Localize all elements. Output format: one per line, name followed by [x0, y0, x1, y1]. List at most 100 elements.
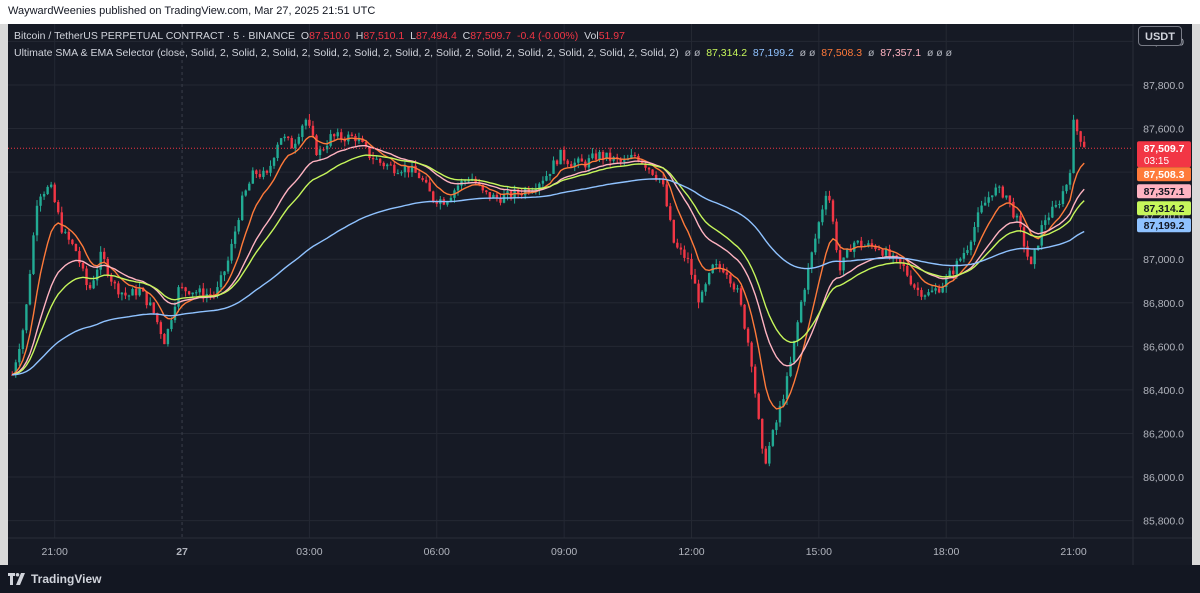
chart-panel[interactable]: 85,800.0 86,000.0 86,200.0 86,400.0 86,600.0…	[8, 24, 1192, 565]
last-price-label-bg	[1137, 141, 1191, 168]
candle-body	[962, 253, 966, 259]
open-value: 87,510.0	[309, 30, 350, 42]
candle-body	[279, 138, 283, 145]
candle-body	[969, 241, 973, 251]
candle-body	[481, 185, 484, 191]
candle-body	[223, 271, 226, 276]
candle-body	[803, 289, 806, 302]
candle-body	[18, 348, 21, 363]
candle-body	[1065, 184, 1068, 192]
candle-body	[884, 249, 888, 256]
time-scale[interactable]: 21:00 27 03:00 06:00 09:00 12:00 15:00 18:00 21:…	[8, 537, 1192, 558]
candle-body	[881, 249, 884, 256]
publish-header: WaywardWeenies published on TradingView.…	[0, 0, 1200, 24]
ma-price-label: 87,508.3	[1144, 169, 1185, 181]
candle-body	[456, 185, 460, 191]
candle-body	[598, 151, 601, 160]
candle-body	[916, 287, 920, 291]
candle-body	[28, 273, 32, 305]
candle-body	[99, 251, 102, 270]
candle-body	[177, 287, 180, 307]
candle-body	[156, 313, 159, 323]
candle-body	[870, 243, 874, 246]
price-chart[interactable]: 85,800.0 86,000.0 86,200.0 86,400.0 86,600.0…	[8, 24, 1192, 565]
candle-body	[874, 245, 877, 250]
candle-body	[867, 243, 870, 247]
candle-body	[435, 201, 438, 204]
candle-body	[329, 134, 332, 146]
candle-body	[308, 119, 311, 126]
candle-body	[173, 306, 177, 321]
ma-price-label-bg	[1137, 218, 1191, 233]
candle-body	[707, 273, 711, 285]
candle-body	[690, 258, 693, 275]
candle-body	[57, 202, 60, 213]
candle-body	[718, 264, 721, 269]
candle-body	[566, 160, 569, 165]
candle-body	[357, 138, 361, 142]
candle-body	[778, 405, 782, 423]
candle-body	[959, 258, 962, 261]
candle-body	[428, 182, 431, 192]
candle-body	[1061, 191, 1065, 205]
candle-body	[545, 176, 548, 181]
candle-body	[644, 163, 647, 168]
candle-body	[180, 287, 184, 289]
candle-body	[570, 164, 573, 167]
candle-body	[817, 222, 821, 239]
symbol-legend-row: Bitcoin / TetherUS PERPETUAL CONTRACT · …	[14, 28, 952, 45]
candle-body	[301, 125, 304, 137]
candle-body	[693, 274, 697, 284]
candle-body	[216, 287, 219, 295]
candle-body	[407, 165, 410, 173]
candle-body	[25, 304, 28, 331]
indicator-name[interactable]: Ultimate SMA & EMA Selector (close, Soli…	[14, 47, 679, 59]
candle-body	[322, 149, 325, 151]
candle-body	[1026, 246, 1029, 257]
candle-body	[1044, 220, 1047, 226]
candle-body	[952, 270, 955, 275]
candle-body	[71, 239, 74, 245]
candle-body	[725, 272, 729, 275]
candle-body	[927, 292, 930, 296]
candle-body	[810, 252, 813, 268]
candle-body	[124, 292, 127, 296]
candle-body	[821, 209, 824, 223]
indicator-value-pink: 87,357.1	[880, 47, 922, 59]
price-tick-label: 86,800.0	[1143, 298, 1184, 310]
candle-body	[700, 291, 704, 303]
candle-body	[732, 283, 736, 290]
symbol-name[interactable]: Bitcoin / TetherUS PERPETUAL CONTRACT · …	[14, 30, 296, 42]
candle-body	[672, 219, 676, 243]
volume-label: Vol	[584, 30, 599, 42]
candle-body	[265, 170, 269, 173]
candle-body	[930, 290, 934, 293]
tradingview-logo-text: TradingView	[31, 572, 102, 586]
candle-body	[400, 172, 403, 174]
candle-body	[198, 288, 201, 293]
candle-body	[828, 195, 831, 201]
candle-body	[573, 162, 576, 167]
candle-body	[877, 249, 881, 251]
indicator-value-blue: 87,199.2	[752, 47, 794, 59]
candle-body	[290, 137, 293, 149]
indicator-legend-row: Ultimate SMA & EMA Selector (close, Soli…	[14, 45, 952, 62]
open-label: O	[300, 30, 310, 42]
candle-body	[138, 287, 141, 296]
candle-body	[849, 249, 852, 252]
currency-button[interactable]: USDT	[1138, 26, 1182, 46]
tradingview-logo[interactable]: TradingView	[8, 572, 101, 586]
candle-body	[1012, 201, 1015, 218]
candle-body	[775, 422, 778, 431]
candle-body	[92, 280, 95, 289]
candle-body	[332, 134, 336, 137]
candle-body	[368, 146, 371, 158]
candle-body	[492, 194, 495, 199]
candle-body	[987, 197, 990, 203]
chart-background	[8, 24, 1192, 565]
candle-body	[240, 195, 244, 221]
candle-body	[403, 165, 407, 173]
candle-body	[1051, 206, 1054, 218]
candle-body	[994, 187, 997, 196]
bar-countdown: 03:15	[1144, 156, 1169, 167]
